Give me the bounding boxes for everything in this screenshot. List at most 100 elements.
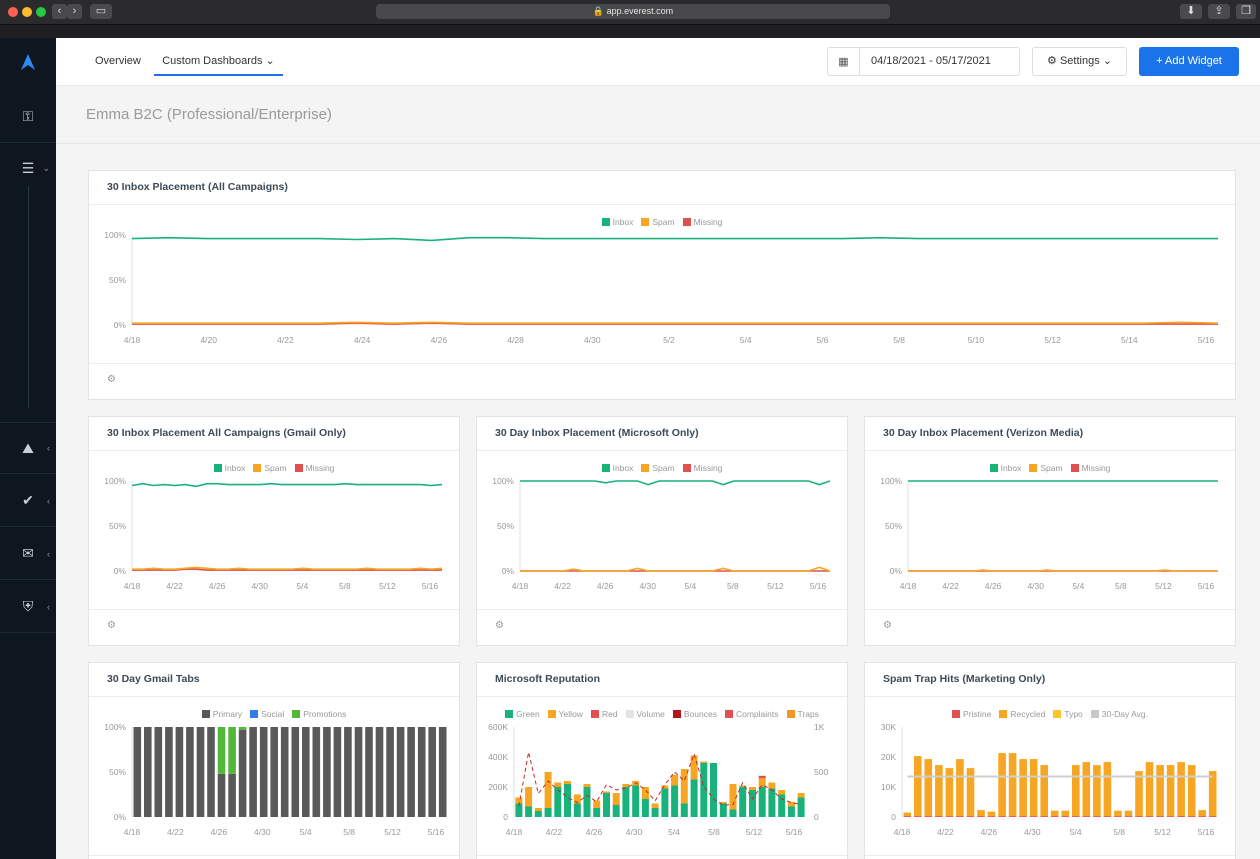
- widget-title: Microsoft Reputation: [495, 673, 600, 685]
- bar-primary: [302, 727, 310, 817]
- minimize-window-button[interactable]: [22, 7, 32, 17]
- legend-item-volume[interactable]: Volume: [625, 709, 665, 719]
- legend-item-pristine[interactable]: Pristine: [952, 709, 991, 719]
- gear-icon[interactable]: ⚙: [883, 620, 892, 631]
- legend-label: Inbox: [224, 463, 246, 473]
- gear-icon[interactable]: ⚙: [107, 374, 116, 385]
- bar-yellow: [797, 793, 805, 798]
- tab-overview[interactable]: Overview: [95, 55, 141, 67]
- calendar-icon[interactable]: ▦: [828, 48, 860, 75]
- bar-recycled: [1061, 810, 1070, 817]
- legend-item-red[interactable]: Red: [590, 709, 618, 719]
- legend-label: Missing: [305, 463, 335, 473]
- back-icon[interactable]: ‹: [52, 4, 67, 19]
- legend-item-traps[interactable]: Traps: [786, 709, 819, 719]
- bar-yellow: [680, 769, 688, 804]
- legend-label: Yellow: [558, 709, 583, 719]
- legend-item-typo[interactable]: Typo: [1053, 709, 1083, 719]
- tabs-overview-icon[interactable]: ❐: [1236, 4, 1256, 19]
- add-widget-button[interactable]: + Add Widget: [1139, 47, 1239, 76]
- tab-custom-dashboards[interactable]: Custom Dashboards ⌄: [154, 38, 283, 76]
- bar-recycled: [1145, 762, 1154, 817]
- bar-yellow: [787, 802, 795, 807]
- legend-item-inbox[interactable]: Inbox: [989, 463, 1021, 473]
- legend-label: Red: [601, 709, 618, 719]
- bar-recycled: [903, 812, 912, 817]
- bar-yellow: [651, 803, 659, 808]
- legend-swatch: [999, 710, 1008, 718]
- bar-pristine: [977, 816, 985, 817]
- settings-button[interactable]: ⚙ Settings ⌄: [1032, 47, 1127, 76]
- legend-item-inbox[interactable]: Inbox: [601, 463, 633, 473]
- legend-item-yellow[interactable]: Yellow: [547, 709, 583, 719]
- bar-recycled: [1156, 765, 1164, 817]
- bar-recycled: [1124, 810, 1133, 817]
- legend-item-bounces[interactable]: Bounces: [672, 709, 717, 719]
- key-icon[interactable]: ⚿: [0, 91, 56, 143]
- y-tick-label: 50%: [885, 521, 902, 531]
- legend-item-spam[interactable]: Spam: [1029, 463, 1063, 473]
- legend-item-inbox[interactable]: Inbox: [601, 217, 633, 227]
- top-navigation: Overview Custom Dashboards ⌄ ▦ 04/18/202…: [56, 38, 1260, 86]
- bar-pristine: [903, 816, 912, 817]
- mountain-icon[interactable]: ⛰ ‹: [0, 422, 56, 474]
- maximize-window-button[interactable]: [36, 7, 46, 17]
- checks-icon[interactable]: ✔ ‹: [0, 475, 56, 527]
- legend-label: Spam: [264, 463, 287, 473]
- bar-pristine: [1177, 816, 1185, 817]
- bar-green: [573, 803, 581, 817]
- gear-icon: ⚙: [1047, 55, 1057, 67]
- download-icon[interactable]: ⬇: [1180, 4, 1202, 19]
- x-tick-label: 4/26: [211, 827, 228, 837]
- legend-item-missing[interactable]: Missing: [1070, 463, 1110, 473]
- legend-item-social[interactable]: Social: [250, 709, 284, 719]
- gear-icon[interactable]: ⚙: [107, 620, 116, 631]
- forward-icon[interactable]: ›: [67, 4, 82, 19]
- bar-pristine: [1135, 816, 1143, 817]
- bar-pristine: [1124, 816, 1133, 817]
- bar-pristine: [1040, 816, 1048, 817]
- legend-item-green[interactable]: Green: [505, 709, 540, 719]
- legend-item-missing[interactable]: Missing: [682, 217, 722, 227]
- legend-item-complaints[interactable]: Complaints: [724, 709, 779, 719]
- menu-icon[interactable]: ☰ ⌄: [21, 159, 50, 176]
- bar-yellow: [758, 778, 766, 787]
- everest-logo[interactable]: [0, 38, 56, 86]
- close-window-button[interactable]: [8, 7, 18, 17]
- bar-pristine: [1198, 816, 1206, 817]
- inbox-icon[interactable]: ✉ ‹: [0, 528, 56, 580]
- bar-yellow: [564, 781, 571, 784]
- legend-item-missing[interactable]: Missing: [682, 463, 722, 473]
- date-range-picker[interactable]: ▦ 04/18/2021 - 05/17/2021: [827, 47, 1020, 76]
- bar-pristine: [966, 816, 975, 817]
- bar-yellow: [778, 790, 786, 795]
- bar-recycled: [1019, 759, 1027, 817]
- gmail-placement-chart: 100% 50% 0% 4/18 4/22 4/26 4/30 5/4 5/8 5/12 5/16: [104, 476, 443, 591]
- sidebar-toggle-icon[interactable]: ▭: [90, 4, 112, 19]
- shield-icon[interactable]: ⛨ ‹: [0, 581, 56, 633]
- legend-swatch: [786, 710, 795, 718]
- share-icon[interactable]: ⇪: [1208, 4, 1230, 19]
- legend-item-primary[interactable]: Primary: [201, 709, 242, 719]
- legend-item-spam[interactable]: Spam: [641, 217, 675, 227]
- bar-recycled: [1114, 810, 1122, 817]
- legend-item-promotions[interactable]: Promotions: [292, 709, 346, 719]
- x-tick-label: 5/2: [663, 335, 675, 345]
- gear-icon[interactable]: ⚙: [495, 620, 504, 631]
- legend-item-spam[interactable]: Spam: [253, 463, 287, 473]
- series-line-inbox: [131, 236, 1218, 242]
- legend-item-missing[interactable]: Missing: [294, 463, 335, 473]
- bar-primary: [228, 773, 236, 817]
- legend-item-recycled[interactable]: Recycled: [999, 709, 1045, 719]
- microsoft-placement-chart: 100% 50% 0% 4/18 4/22 4/26 4/30 5/4 5/8 5/12 5/16: [492, 476, 831, 591]
- y-tick-label: 10K: [881, 782, 896, 792]
- address-bar[interactable]: 🔒 app.everest.com: [376, 4, 890, 19]
- bar-yellow: [515, 797, 523, 804]
- x-tick-label: 5/4: [740, 335, 752, 345]
- bar-yellow: [729, 784, 737, 810]
- legend-item-inbox[interactable]: Inbox: [213, 463, 246, 473]
- y2-tick-label: 1K: [814, 722, 825, 732]
- bar-recycled: [1008, 753, 1017, 817]
- legend-item-30-day-avg[interactable]: 30-Day Avg.: [1090, 709, 1148, 719]
- legend-item-spam[interactable]: Spam: [641, 463, 675, 473]
